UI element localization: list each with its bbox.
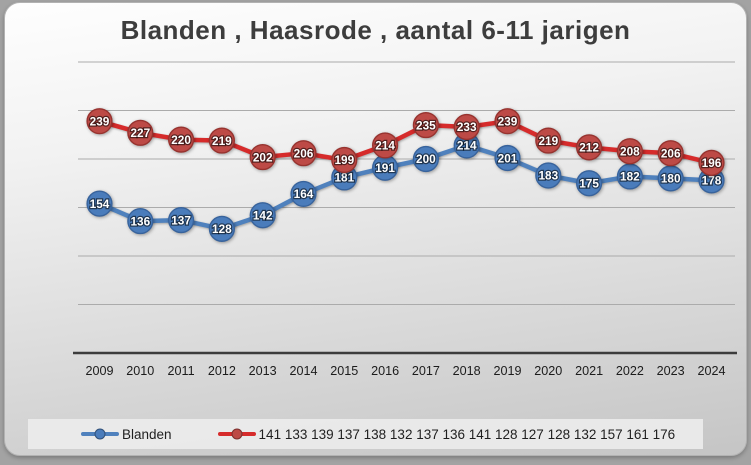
data-point-label: 191 <box>375 161 395 175</box>
data-point-label: 180 <box>661 172 681 186</box>
legend-item-blanden: Blanden <box>81 427 172 442</box>
x-axis-label: 2012 <box>208 364 236 378</box>
data-point-label: 208 <box>620 144 640 158</box>
data-point-label: 212 <box>579 141 599 155</box>
x-axis-label: 2019 <box>493 364 521 378</box>
data-point-label: 214 <box>375 139 395 153</box>
data-point-marker <box>698 149 725 176</box>
legend-label-blanden: Blanden <box>122 426 172 442</box>
data-point-label: 227 <box>130 126 150 140</box>
data-point-marker <box>168 207 195 234</box>
data-point-marker <box>372 132 399 159</box>
data-point-marker <box>290 180 317 208</box>
chart-card: Blanden , Haasrode , aantal 6-11 jarigen <box>4 2 747 456</box>
data-point-label: 196 <box>702 156 722 170</box>
chart-legend: Blanden 141 133 139 137 138 132 137 136 … <box>28 419 703 449</box>
x-axis-label: 2023 <box>657 364 685 378</box>
x-axis-label: 2013 <box>249 364 277 378</box>
data-point-label: 142 <box>253 209 273 223</box>
data-point-label: 136 <box>130 214 150 228</box>
data-point-marker <box>494 144 521 172</box>
data-point-label: 164 <box>294 187 314 201</box>
data-point-label: 154 <box>90 197 110 211</box>
legend-line-marker-blue-icon <box>81 428 119 440</box>
x-axis-label: 2014 <box>289 364 317 378</box>
x-axis-label: 2018 <box>453 364 481 378</box>
data-point-label: 128 <box>212 222 232 236</box>
x-axis-label: 2011 <box>168 364 195 378</box>
x-axis-label: 2021 <box>575 364 603 378</box>
data-point-marker <box>86 108 113 135</box>
data-point-marker <box>412 145 439 173</box>
data-point-marker <box>616 138 643 165</box>
data-point-marker <box>535 162 562 189</box>
data-point-label: 206 <box>294 146 314 160</box>
data-point-marker <box>249 202 276 229</box>
data-point-label: 200 <box>416 152 436 166</box>
data-point-label: 183 <box>538 169 558 183</box>
legend-item-red-series: 141 133 139 137 138 132 137 136 141 128 … <box>217 426 676 442</box>
data-point-marker <box>575 134 603 161</box>
data-point-label: 219 <box>538 134 558 148</box>
data-point-marker <box>331 146 358 174</box>
data-point-label: 233 <box>457 120 477 134</box>
x-axis-label: 2024 <box>697 364 725 378</box>
x-axis-label: 2016 <box>371 364 399 378</box>
x-axis-label: 2009 <box>85 364 113 378</box>
data-point-marker <box>208 127 235 154</box>
data-point-marker <box>535 127 562 154</box>
data-point-label: 239 <box>498 114 518 128</box>
data-point-marker <box>575 170 603 197</box>
x-axis-label: 2017 <box>412 364 440 378</box>
data-point-label: 206 <box>661 146 681 160</box>
data-point-label: 219 <box>212 134 232 148</box>
series-line-1 <box>97 118 714 166</box>
x-axis-label: 2020 <box>534 364 562 378</box>
x-axis-label: 2022 <box>616 364 644 378</box>
data-point-marker <box>127 119 154 146</box>
x-axis-label: 2010 <box>126 364 154 378</box>
data-point-marker <box>168 126 195 153</box>
data-point-marker <box>86 190 113 217</box>
data-point-marker <box>290 140 317 167</box>
data-point-label: 137 <box>171 213 191 227</box>
data-point-label: 181 <box>334 171 354 185</box>
data-point-label: 182 <box>620 170 640 184</box>
data-point-label: 214 <box>457 139 477 153</box>
data-point-label: 199 <box>334 153 354 167</box>
data-point-marker <box>494 108 521 135</box>
x-axis-label: 2015 <box>330 364 358 378</box>
data-point-marker <box>127 207 154 235</box>
data-point-marker <box>453 113 480 141</box>
data-point-label: 175 <box>579 176 599 190</box>
data-point-label: 235 <box>416 118 436 132</box>
legend-line-marker-red-icon <box>217 428 256 440</box>
data-point-label: 201 <box>498 151 518 165</box>
series-line-0 <box>97 143 714 232</box>
chart-title: Blanden , Haasrode , aantal 6-11 jarigen <box>120 15 631 45</box>
data-point-marker <box>657 140 684 167</box>
legend-label-red-series: 141 133 139 137 138 132 137 136 141 128 … <box>258 426 676 442</box>
data-point-label: 178 <box>702 174 722 188</box>
data-point-label: 220 <box>171 133 191 147</box>
data-point-label: 202 <box>253 150 273 164</box>
data-point-marker <box>208 215 235 242</box>
data-point-marker <box>412 111 439 139</box>
data-point-label: 239 <box>90 114 110 128</box>
data-point-marker <box>249 143 276 171</box>
